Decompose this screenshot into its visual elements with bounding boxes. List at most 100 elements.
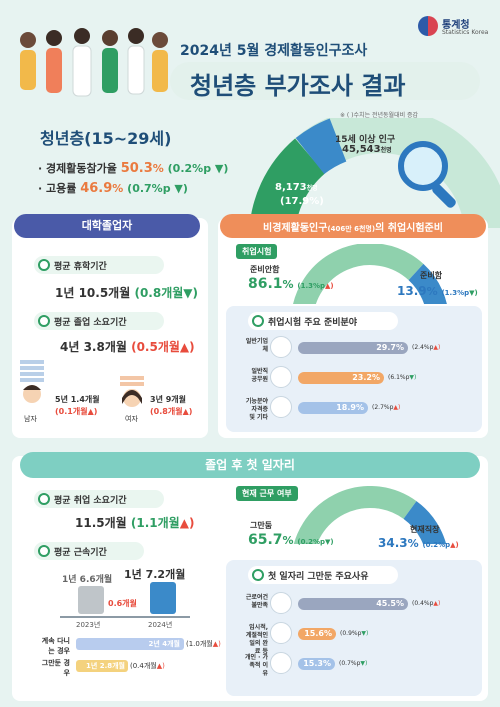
bar-label: 임시적, 계절적인 일의 완료 등: [245, 624, 268, 655]
bar-fill: 15.6%: [298, 628, 336, 640]
quit-delta: (0.4개월▲): [130, 662, 165, 670]
pop15-label: 15세 이상 인구: [335, 135, 396, 145]
reasons-pill: 첫 일자리 그만둔 주요사유: [248, 566, 398, 584]
female-stack-icon: [118, 376, 146, 410]
year-2024-label: 2024년: [148, 621, 173, 629]
down-arrow-icon: ▼): [170, 182, 188, 195]
up-arrow-icon: ▲): [156, 662, 165, 670]
down-arrow-icon: ▼): [183, 286, 198, 300]
quit-share-label: 그만둠: [250, 521, 273, 530]
bar-fill: 15.3%: [298, 658, 335, 670]
year-2023-label: 2023년: [76, 621, 101, 629]
tenure-axis: [60, 616, 190, 618]
male-label: 남자: [24, 415, 37, 423]
tenure-2023-label: 1년 6.6개월: [62, 575, 113, 585]
grad-title: 대학졸업자: [14, 214, 200, 238]
logo-en-text: Statistics Korea: [442, 29, 489, 36]
quit-share-value: 65.7% (0.2%p▼): [248, 532, 334, 548]
category-icon: [270, 622, 292, 644]
category-icon: [270, 592, 292, 614]
pop15-value: 45,543천명: [342, 144, 392, 155]
bullet-icon: [38, 315, 50, 327]
quit-label: 그만둔 경우: [41, 659, 70, 677]
prep-no-label: 준비안함: [250, 265, 280, 274]
bar-value: 15.6%: [304, 629, 332, 638]
youth-heading: 청년층(15~29세): [40, 129, 172, 148]
up-arrow-icon: ▲): [433, 600, 441, 607]
bar-track: 15.6%: [298, 628, 408, 640]
male-stack-icon: [18, 360, 46, 406]
up-arrow-icon: ▲): [179, 340, 195, 354]
tenure-2023-bar: [78, 586, 104, 614]
grad-duration-value: 4년 3.8개월 (0.5개월▲): [60, 340, 195, 354]
stay-delta: (1.0개월▲): [186, 640, 221, 648]
grad-leave-pill: 평균 휴학기간: [34, 256, 164, 274]
page-title-text: 청년층 부가조사 결과: [190, 72, 406, 100]
tenure-2024-bar: [150, 582, 176, 614]
bar-delta: (0.9%p▼): [340, 628, 368, 640]
male-delta: (0.1개월▲): [55, 407, 98, 416]
bar-label: 개인 · 가족적 이유: [244, 654, 268, 677]
category-icon: [270, 336, 292, 358]
up-arrow-icon: ▲): [179, 516, 195, 530]
category-icon: [270, 652, 292, 674]
bar-delta-text: (6.1%p: [388, 374, 410, 381]
down-arrow-icon: ▼): [469, 289, 478, 297]
page-title: 청년층 부가조사 결과: [170, 62, 480, 100]
youth-pop-value: 8,173천명: [275, 182, 318, 193]
grad-duration-pill: 평균 졸업 소요기간: [34, 312, 164, 330]
bar-value: 15.3%: [303, 659, 331, 668]
stay-label: 계속 다니는 경우: [41, 637, 70, 655]
down-arrow-icon: ▼): [409, 374, 417, 381]
category-icon: [270, 366, 292, 388]
bullet-icon: [38, 493, 50, 505]
bar-delta: (2.4%p▲): [412, 342, 440, 354]
bar-delta: (2.7%p▲): [372, 402, 400, 414]
bar-value: 18.9%: [336, 403, 364, 412]
magnifier-icon: [395, 138, 465, 213]
up-arrow-icon: ▲): [87, 407, 98, 416]
bar-fill: 18.9%: [298, 402, 368, 414]
prep-yes-value: 13.9% (1.3%p▼): [397, 284, 478, 298]
bar-value: 29.7%: [376, 343, 404, 352]
down-arrow-icon: ▼): [361, 630, 369, 637]
youth-share-value: (17.9%): [280, 196, 324, 207]
male-value: 5년 1.4개월: [55, 395, 100, 404]
people-illustration: [10, 20, 170, 105]
bar-label: 일반기업체: [245, 338, 268, 353]
bar-fill: 29.7%: [298, 342, 408, 354]
down-arrow-icon: ▼): [325, 538, 334, 546]
status-donut: [292, 486, 448, 544]
logo: 통계청 Statistics Korea: [418, 14, 498, 40]
bar-delta: (0.4%p▲): [412, 598, 440, 610]
bar-label: 근로여건 불만족: [245, 594, 268, 609]
firstjob-tenure-pill: 평균 근속기간: [34, 542, 144, 560]
bar-track: 18.9%: [298, 402, 408, 414]
up-arrow-icon: ▲): [182, 407, 193, 416]
prep-no-value: 86.1% (1.3%p▲): [248, 276, 334, 292]
bar-delta-text: (2.7%p: [372, 404, 394, 411]
firstjob-title: 졸업 후 첫 일자리: [20, 452, 480, 478]
up-arrow-icon: ▲): [325, 282, 334, 290]
bar-track: 45.5%: [298, 598, 408, 610]
youth-rate-employment: · 고용률 46.9% (0.7%p ▼): [38, 181, 188, 196]
bar-track: 29.7%: [298, 342, 408, 354]
bar-delta-text: (2.4%p: [412, 344, 434, 351]
bar-delta: (0.7%p▼): [339, 658, 367, 670]
bar-fill: 23.2%: [298, 372, 384, 384]
status-tag: 현재 근무 여부: [236, 486, 298, 501]
bullet-icon: [252, 315, 264, 327]
down-arrow-icon: ▼): [211, 162, 229, 175]
logo-kr-text: 통계청: [442, 20, 470, 31]
stay-bar: 2년 4개월: [76, 638, 184, 650]
up-arrow-icon: ▲): [450, 541, 459, 549]
bullet-icon: [252, 569, 264, 581]
note-text: ※ ( )수치는 전년동월대비 증감: [340, 112, 419, 119]
up-arrow-icon: ▲): [393, 404, 401, 411]
bar-delta-text: (0.7%p: [339, 660, 361, 667]
exam-fields-pill: 취업시험 주요 준비분야: [248, 312, 398, 330]
exam-donut: [292, 244, 448, 304]
current-value: 34.3% (0.2%p▲): [378, 536, 459, 550]
bar-delta-text: (0.9%p: [340, 630, 362, 637]
female-label: 여자: [125, 415, 138, 423]
